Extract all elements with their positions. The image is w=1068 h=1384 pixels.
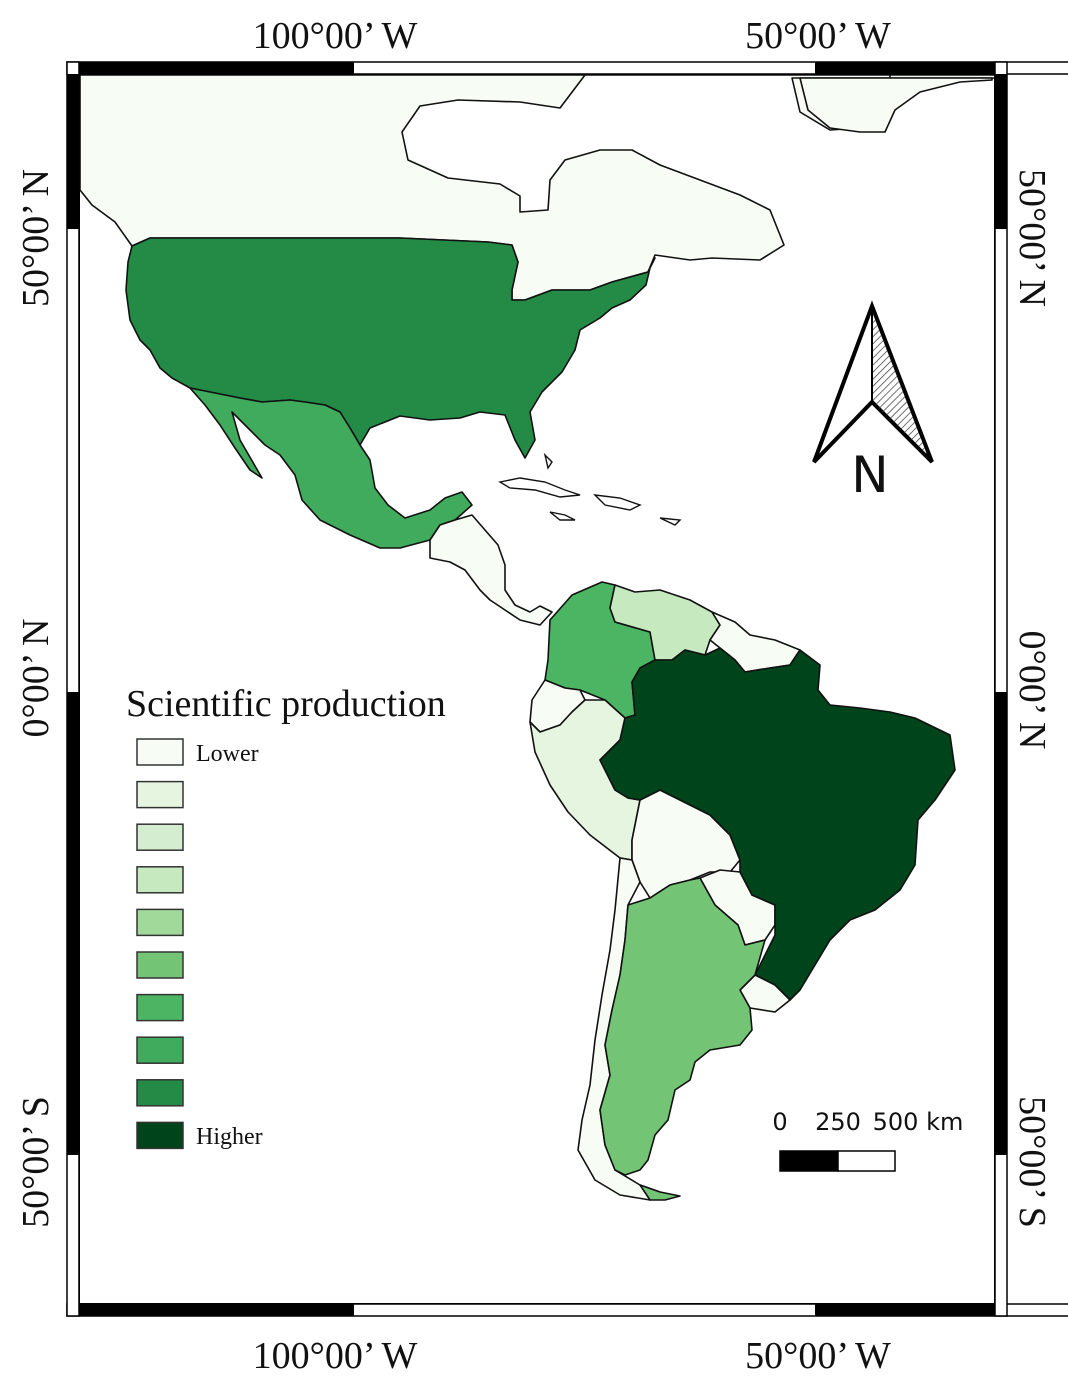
bottom-lon-left-label: 100°00’ W	[253, 1335, 418, 1377]
legend-high-label: Higher	[196, 1124, 263, 1150]
land-regions	[79, 74, 996, 1201]
scale-label-250: 250	[815, 1108, 861, 1136]
region-argentina	[599, 877, 766, 1176]
legend-swatch	[136, 1036, 184, 1064]
legend-title: Scientific production	[126, 683, 446, 725]
region-central-america	[429, 514, 553, 626]
left-lat-bottom-label: 50°00’ S	[15, 1096, 57, 1228]
scale-bar-dark-segment	[779, 1150, 839, 1172]
legend-swatch	[136, 738, 184, 766]
frame-ticks	[66, 61, 1068, 1317]
right-lat-top-label: 50°00’ N	[1011, 169, 1053, 307]
legend-swatch	[136, 951, 184, 979]
legend-swatch	[136, 823, 184, 851]
legend-swatch	[136, 1079, 184, 1107]
top-lon-right-label: 50°00’ W	[745, 15, 891, 57]
region-brazil	[599, 647, 956, 1001]
legend-swatches	[136, 738, 184, 1150]
scale-bar-light-segment	[837, 1150, 896, 1172]
top-lon-left-label: 100°00’ W	[253, 15, 418, 57]
legend-low-label: Lower	[196, 741, 259, 767]
scale-label-0: 0	[772, 1108, 787, 1136]
bottom-lon-right-label: 50°00’ W	[745, 1335, 891, 1377]
scale-bar: 0 250 500 km	[772, 1108, 964, 1172]
legend: Scientific production Lower Higher	[126, 683, 446, 1150]
legend-swatch	[136, 780, 184, 809]
north-arrow-letter: N	[851, 446, 888, 504]
region-argentina-tdf	[639, 1184, 681, 1201]
north-arrow-icon: N	[812, 300, 934, 504]
region-greenland	[799, 77, 993, 133]
scale-label-500: 500 km	[873, 1108, 964, 1136]
caribbean-islands	[498, 452, 682, 526]
left-lat-top-label: 50°00’ N	[15, 169, 57, 307]
left-lat-mid-label: 0°00’ N	[15, 619, 57, 738]
legend-swatch	[136, 993, 184, 1022]
legend-swatch	[136, 1121, 184, 1150]
legend-swatch	[136, 866, 184, 894]
legend-swatch	[136, 908, 184, 937]
right-lat-mid-label: 0°00’ N	[1011, 631, 1053, 750]
region-usa	[125, 237, 656, 459]
right-lat-bottom-label: 50°00’ S	[1011, 1096, 1053, 1228]
